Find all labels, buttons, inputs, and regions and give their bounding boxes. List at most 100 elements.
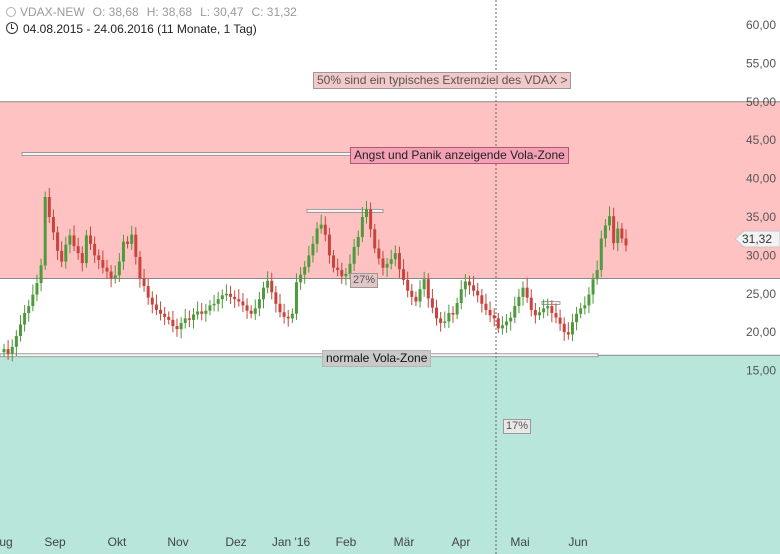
candle: [422, 271, 426, 297]
candle: [315, 222, 319, 253]
candle: [303, 261, 307, 284]
candle: [97, 249, 101, 270]
candle: [620, 223, 624, 244]
candle: [373, 223, 377, 254]
x-tick-label: Sep: [44, 535, 66, 549]
candle: [286, 309, 290, 327]
candle: [10, 339, 14, 362]
candle: [233, 290, 237, 308]
candle: [56, 226, 60, 261]
candle: [191, 308, 195, 329]
candle: [500, 316, 504, 335]
last-price-marker: 31,32: [734, 230, 780, 248]
candle: [130, 225, 134, 251]
candle: [587, 287, 591, 313]
green-zone: [0, 355, 780, 554]
candle: [463, 274, 467, 297]
x-axis: Aug Sep Okt Nov Dez Jan '16 Feb Mär Apr Mai Jun: [0, 535, 588, 549]
x-tick-label: Apr: [452, 535, 471, 549]
clock-icon: [6, 22, 18, 34]
y-tick-label: 50,00: [746, 95, 776, 109]
candle: [138, 251, 142, 288]
candle: [14, 330, 18, 357]
candle: [414, 291, 418, 307]
candle: [51, 209, 55, 241]
candle: [311, 235, 315, 263]
candle: [389, 249, 393, 270]
candle: [537, 306, 541, 320]
candle: [496, 313, 500, 333]
candle: [558, 309, 562, 331]
close-value: C: 31,32: [251, 5, 297, 19]
candle: [439, 311, 443, 332]
candle: [290, 308, 294, 323]
candle: [319, 214, 323, 234]
candle: [93, 236, 97, 264]
candle: [583, 296, 587, 315]
x-tick-label: Okt: [108, 535, 127, 549]
open-value: O: 38,68: [92, 5, 139, 19]
candle: [47, 188, 51, 224]
y-tick-label: 60,00: [746, 18, 776, 32]
date-range-label: 04.08.2015 - 24.06.2016 (11 Monate, 1 Ta…: [23, 22, 257, 36]
candle: [117, 253, 121, 283]
candle: [480, 288, 484, 313]
candle: [393, 245, 397, 267]
y-tick-label: 55,00: [746, 56, 776, 70]
y-axis: 60,00 55,00 50,00 45,00 40,00 35,00 30,00 25,00…: [746, 18, 776, 378]
candle: [187, 310, 191, 328]
candle: [262, 281, 266, 309]
candle: [224, 284, 228, 301]
low-value: L: 30,47: [200, 5, 244, 19]
candle: [249, 305, 253, 319]
candle: [204, 303, 208, 322]
candle: [126, 236, 130, 249]
candle: [603, 219, 607, 248]
x-tick-label: Jan '16: [272, 535, 311, 549]
candle: [369, 202, 373, 238]
candle: [472, 275, 476, 297]
candle: [612, 207, 616, 250]
candle: [591, 273, 595, 304]
settings-icon[interactable]: [6, 7, 16, 17]
candle: [35, 274, 39, 302]
candle: [154, 294, 158, 316]
candle: [167, 311, 171, 325]
red-zone: [0, 101, 780, 279]
candle: [150, 291, 154, 314]
y-tick-label: 45,00: [746, 133, 776, 147]
candle: [80, 246, 84, 272]
candle: [183, 308, 187, 329]
candle: [505, 314, 509, 333]
candle: [385, 257, 389, 277]
candle: [105, 259, 109, 279]
candle: [546, 298, 550, 317]
candle: [595, 260, 599, 285]
candle: [443, 311, 447, 329]
candle: [542, 299, 546, 319]
candle: [624, 229, 628, 252]
ohlc-header: VDAX-NEW O: 38,68 H: 38,68 L: 30,47 C: 31,32: [6, 5, 297, 19]
candle: [179, 317, 183, 339]
candle: [76, 237, 80, 260]
candle: [142, 268, 146, 292]
candle: [410, 283, 414, 306]
candle: [109, 265, 113, 288]
normal-zone-annotation[interactable]: normale Vola-Zone: [322, 350, 432, 367]
candle: [608, 206, 612, 231]
candle: [550, 300, 554, 323]
pct-27-annotation[interactable]: 27%: [350, 273, 379, 288]
candle: [488, 301, 492, 322]
candle: [171, 310, 175, 333]
candle: [575, 306, 579, 331]
candle: [27, 299, 31, 322]
candle: [529, 289, 533, 317]
candle: [451, 306, 455, 323]
date-range[interactable]: 04.08.2015 - 24.06.2016 (11 Monate, 1 Ta…: [6, 22, 257, 36]
pct-17-annotation[interactable]: 17%: [503, 419, 532, 434]
candle: [31, 284, 35, 312]
x-tick-label: Aug: [0, 535, 13, 549]
panic-zone-annotation[interactable]: Angst und Panik anzeigende Vola-Zone: [350, 147, 569, 164]
extreme-target-annotation[interactable]: 50% sind ein typisches Extremziel des VD…: [313, 72, 572, 89]
candle: [294, 273, 298, 320]
